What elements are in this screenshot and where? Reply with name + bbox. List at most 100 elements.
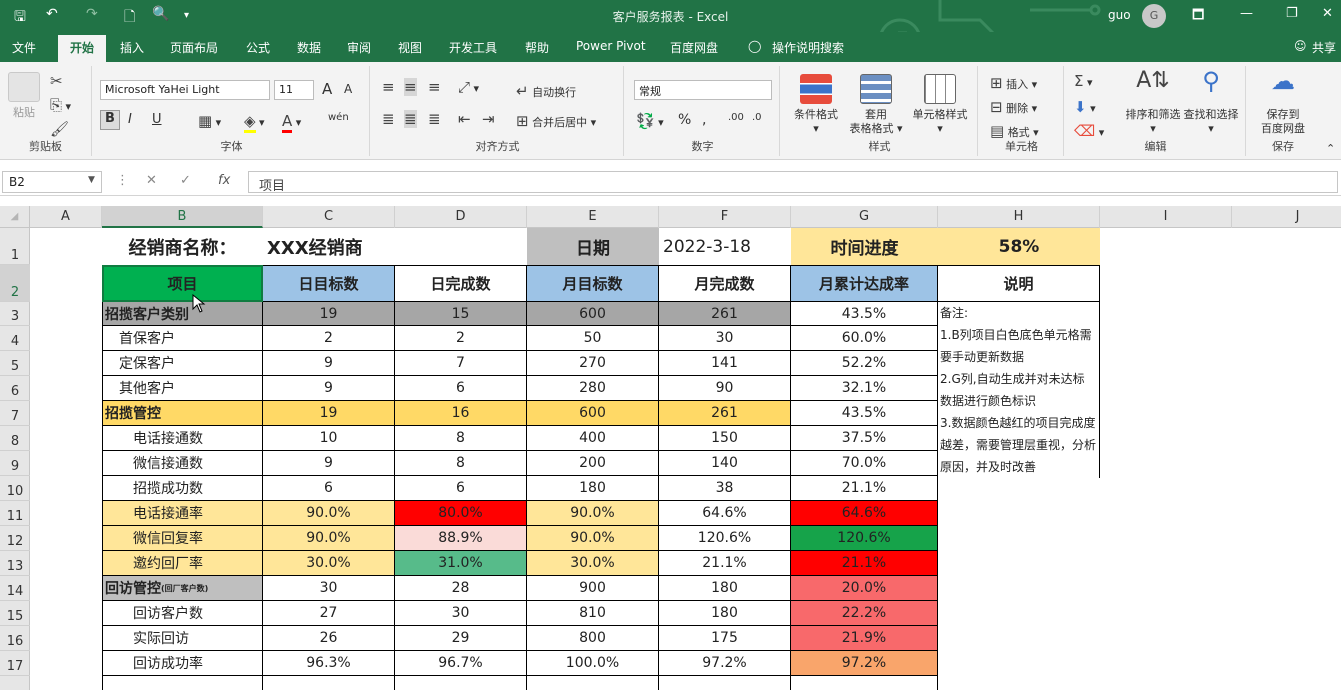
tab-page-layout[interactable]: 页面布局	[170, 41, 219, 55]
user-name[interactable]: guo	[1108, 8, 1131, 22]
value-cell-g[interactable]: 60.0%	[791, 326, 938, 351]
row-header-13[interactable]: 13	[0, 551, 30, 576]
value-cell-g[interactable]: 37.5%	[791, 426, 938, 451]
header-1[interactable]: 日目标数	[263, 265, 395, 302]
value-cell-c[interactable]: 19	[263, 302, 395, 326]
progress-label[interactable]: 时间进度	[791, 228, 938, 265]
partial-row-cell[interactable]	[102, 676, 263, 690]
item-cell[interactable]: 微信回复率	[102, 526, 263, 551]
value-cell-c[interactable]: 96.3%	[263, 651, 395, 676]
formula-input[interactable]: 项目	[248, 171, 1338, 194]
header-3[interactable]: 月目标数	[527, 265, 659, 302]
value-cell-f[interactable]: 90	[659, 376, 791, 401]
value-cell-f[interactable]: 261	[659, 302, 791, 326]
tab-power-pivot[interactable]: Power Pivot	[576, 39, 646, 53]
item-cell[interactable]: 电话接通率	[102, 501, 263, 526]
font-color-icon[interactable]: A ▾	[282, 112, 301, 133]
collapse-ribbon-icon[interactable]: ⌃	[1326, 142, 1336, 155]
column-header-a[interactable]: A	[30, 206, 102, 228]
minimize-button[interactable]: —	[1240, 6, 1253, 21]
value-cell-d[interactable]: 6	[395, 476, 527, 501]
partial-row-cell[interactable]	[395, 676, 527, 690]
merge-center-button[interactable]: ⊞ 合并后居中 ▾	[516, 112, 597, 130]
comma-style-icon[interactable]: ,	[702, 112, 707, 128]
item-cell[interactable]: 首保客户	[102, 326, 263, 351]
value-cell-e[interactable]: 90.0%	[527, 501, 659, 526]
italic-button[interactable]: I	[128, 112, 132, 127]
find-select-button[interactable]: ⚲ 查找和选择 ▾	[1180, 69, 1242, 136]
conditional-format-button[interactable]: 条件格式 ▾	[788, 74, 844, 136]
value-cell-e[interactable]: 180	[527, 476, 659, 501]
value-cell-e[interactable]: 810	[527, 601, 659, 626]
row-header-15[interactable]: 15	[0, 601, 30, 626]
value-cell-g[interactable]: 43.5%	[791, 401, 938, 426]
align-middle-icon[interactable]: ≡	[404, 78, 417, 96]
value-cell-g[interactable]: 97.2%	[791, 651, 938, 676]
new-file-icon[interactable]: 🗋	[124, 9, 136, 25]
value-cell-e[interactable]: 270	[527, 351, 659, 376]
value-cell-d[interactable]: 96.7%	[395, 651, 527, 676]
align-top-icon[interactable]: ≡	[382, 78, 395, 96]
value-cell-e[interactable]: 50	[527, 326, 659, 351]
date-label[interactable]: 日期	[527, 228, 659, 265]
value-cell-e[interactable]: 400	[527, 426, 659, 451]
name-box[interactable]: B2	[2, 171, 102, 193]
item-cell[interactable]: 邀约回厂率	[102, 551, 263, 576]
value-cell-g[interactable]: 43.5%	[791, 302, 938, 326]
item-cell[interactable]: 招揽客户类别	[102, 302, 263, 326]
decrease-indent-icon[interactable]: ⇤	[458, 110, 471, 128]
save-icon[interactable]: 🖫	[14, 9, 26, 25]
wrap-text-button[interactable]: ↵ 自动换行	[516, 82, 576, 100]
value-cell-c[interactable]: 9	[263, 351, 395, 376]
value-cell-d[interactable]: 29	[395, 626, 527, 651]
tab-insert[interactable]: 插入	[120, 41, 145, 55]
value-cell-e[interactable]: 280	[527, 376, 659, 401]
tab-baidu[interactable]: 百度网盘	[670, 41, 719, 55]
item-cell[interactable]: 招揽成功数	[102, 476, 263, 501]
cancel-icon[interactable]: ✕	[146, 173, 157, 188]
value-cell-d[interactable]: 30	[395, 601, 527, 626]
insert-cells-button[interactable]: ⊞ 插入 ▾	[990, 74, 1038, 92]
value-cell-d[interactable]: 31.0%	[395, 551, 527, 576]
sort-filter-button[interactable]: A⇅ 排序和筛选 ▾	[1122, 70, 1184, 136]
row-header-3[interactable]: 3	[0, 302, 30, 326]
worksheet-grid[interactable]: ◢ A B C D E F G H I J 1 2 3 4 5 6 7 8 9 10 11 12 13 14 15 16 17 经销…	[0, 206, 1341, 690]
bold-button[interactable]: B	[100, 110, 120, 130]
cell-styles-button[interactable]: 单元格样式 ▾	[908, 74, 972, 136]
paste-button[interactable]: 粘贴	[6, 72, 42, 120]
percent-button[interactable]: %	[678, 112, 692, 128]
tab-help[interactable]: 帮助	[525, 41, 550, 55]
value-cell-f[interactable]: 180	[659, 576, 791, 601]
ribbon-display-icon[interactable]: 🗖	[1192, 8, 1205, 23]
value-cell-g[interactable]: 21.1%	[791, 551, 938, 576]
value-cell-c[interactable]: 10	[263, 426, 395, 451]
avatar[interactable]: G	[1142, 4, 1166, 28]
header-0[interactable]: 项目	[102, 265, 263, 302]
value-cell-f[interactable]: 180	[659, 601, 791, 626]
partial-row-cell[interactable]	[527, 676, 659, 690]
tab-view[interactable]: 视图	[398, 41, 423, 55]
fill-color-icon[interactable]: ◈ ▾	[244, 112, 265, 133]
value-cell-d[interactable]: 7	[395, 351, 527, 376]
value-cell-d[interactable]: 15	[395, 302, 527, 326]
increase-indent-icon[interactable]: ⇥	[482, 110, 495, 128]
value-cell-c[interactable]: 19	[263, 401, 395, 426]
item-cell[interactable]: 其他客户	[102, 376, 263, 401]
insert-function-icon[interactable]: fx	[218, 173, 231, 188]
value-cell-f[interactable]: 141	[659, 351, 791, 376]
dealer-name-label[interactable]: 经销商名称：	[128, 237, 237, 259]
value-cell-g[interactable]: 20.0%	[791, 576, 938, 601]
column-header-d[interactable]: D	[395, 206, 527, 228]
item-cell[interactable]: 回访客户数	[102, 601, 263, 626]
value-cell-c[interactable]: 90.0%	[263, 501, 395, 526]
row-header-6[interactable]: 6	[0, 376, 30, 401]
value-cell-e[interactable]: 800	[527, 626, 659, 651]
share-button[interactable]: 共享	[1312, 41, 1337, 55]
accounting-format-icon[interactable]: 💱 ▾	[636, 112, 664, 130]
column-header-j[interactable]: J	[1232, 206, 1341, 228]
value-cell-c[interactable]: 90.0%	[263, 526, 395, 551]
value-cell-f[interactable]: 120.6%	[659, 526, 791, 551]
partial-row-cell[interactable]	[263, 676, 395, 690]
enter-icon[interactable]: ✓	[180, 173, 191, 188]
row-header-1[interactable]: 1	[0, 228, 30, 265]
